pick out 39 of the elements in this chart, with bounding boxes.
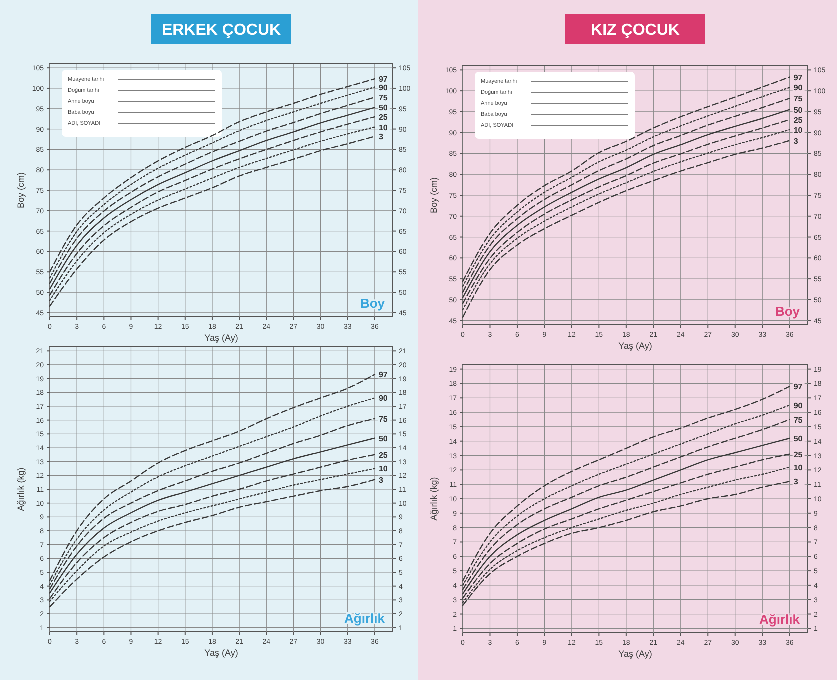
- series-label: 97: [794, 73, 804, 82]
- text: Boy: [360, 296, 386, 311]
- y-axis-title: Boy (cm): [16, 172, 26, 208]
- series-label: 10: [378, 123, 388, 132]
- series-label: 10: [794, 463, 804, 472]
- series-label: 3: [794, 136, 799, 146]
- series-label: 97: [794, 382, 804, 392]
- series-label: 50: [794, 434, 804, 444]
- series-label: 3: [378, 476, 384, 485]
- series-label: 75: [794, 416, 804, 425]
- series-label: 25: [794, 116, 804, 125]
- x-axis-title: Yaş (Ay): [618, 649, 652, 659]
- series-label: 10: [794, 126, 804, 135]
- x-axis-title: Yaş (Ay): [204, 333, 238, 343]
- series-label: 90: [794, 84, 804, 93]
- series-label: 25: [378, 113, 388, 122]
- series-label: 50: [378, 434, 388, 444]
- series-label: 97: [378, 75, 388, 84]
- series-label: 75: [378, 93, 388, 102]
- x-axis-title: Yaş (Ay): [204, 648, 238, 658]
- series-label: 75: [794, 94, 804, 104]
- y-axis-title: Ağırlık (kg): [16, 468, 26, 512]
- chart-title: KIZ ÇOCUK: [591, 22, 680, 39]
- series-label: 50: [378, 104, 388, 113]
- series-label: 90: [378, 394, 388, 404]
- series-label: 90: [794, 401, 804, 410]
- series-label: 75: [378, 414, 388, 424]
- chart-title: ERKEK ÇOCUK: [162, 22, 282, 39]
- series-label: 50: [794, 106, 804, 115]
- y-axis-title: Ağırlık (kg): [429, 477, 439, 521]
- x-axis-title: Yaş (Ay): [618, 341, 652, 351]
- series-label: 25: [378, 450, 388, 460]
- series-label: 3: [378, 132, 384, 142]
- y-axis-title: Boy (cm): [429, 177, 439, 214]
- series-label: 3: [794, 478, 799, 487]
- series-label: 97: [378, 370, 388, 380]
- series-label: 25: [794, 450, 804, 460]
- series-label: 10: [378, 464, 388, 474]
- series-label: 90: [378, 83, 388, 92]
